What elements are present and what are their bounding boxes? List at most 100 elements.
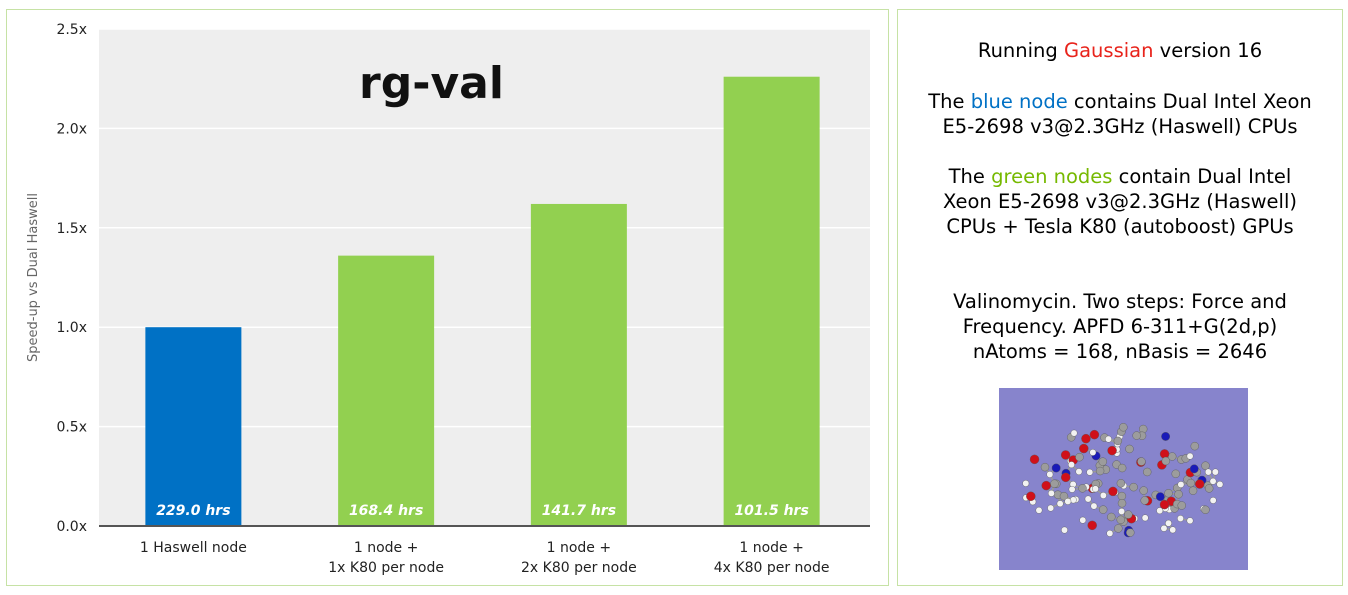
bar <box>723 76 820 526</box>
molecule-atom <box>1084 495 1092 503</box>
chart-title: rg-val <box>359 58 504 109</box>
molecule-atom <box>1107 512 1116 522</box>
molecule-atom <box>1140 496 1149 505</box>
molecule-atom <box>1169 526 1177 534</box>
molecule-atom <box>1132 431 1141 440</box>
molecule-atom <box>1070 429 1078 437</box>
molecule-atom <box>1113 436 1123 446</box>
molecule-atom <box>1161 456 1171 466</box>
blue-node-description: The blue node contains Dual Intel Xeon E… <box>898 89 1342 139</box>
molecule-atom <box>1129 482 1138 492</box>
molecule-atom <box>1190 441 1199 451</box>
molecule-atom <box>1204 468 1212 476</box>
molecule-atom <box>1046 471 1054 478</box>
molecule-atom <box>1137 457 1146 466</box>
molecule-atom <box>1211 468 1219 476</box>
molecule-atom <box>1060 450 1071 460</box>
molecule-atom <box>1098 505 1108 514</box>
molecule-atom <box>1086 468 1094 476</box>
molecule-atom <box>1189 464 1199 474</box>
x-tick-label: 4x K80 per node <box>714 560 830 576</box>
bar-chart: 0.0x 0.5x 1.0x 1.5x 2.0x 2.5x Speed-up vs Dual… <box>26 22 870 576</box>
molecule-atom <box>1098 457 1108 466</box>
workload-line-3: nAtoms = 168, nBasis = 2646 <box>972 340 1268 363</box>
molecule-atom <box>1177 515 1184 522</box>
green-nodes-cpu: Xeon E5-2698 v3@2.3GHz (Haswell) <box>943 190 1297 213</box>
molecule-atom <box>1026 491 1036 501</box>
molecule-atom <box>1092 485 1099 493</box>
bar <box>530 203 627 526</box>
molecule-atom <box>1204 484 1214 493</box>
valinomycin-molecule-image <box>999 388 1248 570</box>
bar <box>338 255 435 526</box>
x-tick-label: 1 node + <box>739 540 803 556</box>
molecule-atom <box>1216 480 1224 488</box>
green-nodes-description: The green nodes contain Dual Intel Xeon … <box>898 164 1342 239</box>
molecule-atom <box>1186 452 1194 460</box>
molecule-atom <box>1035 506 1043 514</box>
x-tick-label: 1 node + <box>547 540 611 556</box>
molecule-atom <box>1068 461 1075 469</box>
molecule-atom <box>1119 423 1128 432</box>
x-tick-label: 1x K80 per node <box>328 560 444 576</box>
software-prefix: Running <box>977 39 1064 62</box>
molecule-atom <box>1186 478 1195 488</box>
molecule-atom <box>1040 462 1050 472</box>
y-tick-label: 0.0x <box>56 519 87 535</box>
molecule-atom <box>1106 529 1114 537</box>
green-nodes-gpu: CPUs + Tesla K80 (autoboost) GPUs <box>946 215 1294 238</box>
molecule-atom <box>1160 524 1168 532</box>
molecule-atom <box>1117 463 1127 473</box>
bar-data-label: 101.5 hrs <box>734 503 808 519</box>
molecule-atom <box>1051 463 1061 473</box>
y-tick-label: 1.5x <box>56 221 87 237</box>
chart-panel: 0.0x 0.5x 1.0x 1.5x 2.0x 2.5x Speed-up vs Dual… <box>6 9 889 586</box>
molecule-atom <box>1165 519 1172 527</box>
molecule-atom <box>1164 489 1173 498</box>
molecule-atom <box>1089 449 1097 456</box>
molecule-atom <box>1061 526 1068 534</box>
molecule-atom <box>1059 492 1069 501</box>
molecule-atom <box>1047 489 1055 497</box>
molecule-atom <box>1126 528 1135 537</box>
info-panel: Running Gaussian version 16 The blue nod… <box>897 9 1343 586</box>
molecule-atom <box>1078 484 1087 493</box>
y-tick-label: 2.5x <box>56 22 87 38</box>
molecule-atom <box>1209 477 1217 485</box>
green-nodes-prefix: The <box>948 165 992 188</box>
molecule-atom <box>1116 515 1125 524</box>
molecule-atom <box>1186 517 1194 525</box>
molecule-atom <box>1194 479 1205 489</box>
molecule-atom <box>1090 502 1098 510</box>
molecule-atom <box>1075 468 1083 476</box>
molecule-atom <box>1201 461 1210 470</box>
molecule-atom <box>1108 486 1118 497</box>
molecule-atom <box>1107 445 1117 456</box>
molecule-atom <box>1022 480 1030 487</box>
bar <box>145 327 242 526</box>
blue-node-cpu: E5-2698 v3@2.3GHz (Haswell) CPUs <box>942 115 1298 138</box>
bar-data-label: 141.7 hrs <box>542 503 616 519</box>
molecule-atom <box>1188 486 1198 495</box>
workload-description: Valinomycin. Two steps: Force and Freque… <box>898 289 1342 364</box>
molecule-atom <box>1087 520 1097 531</box>
molecule-atom <box>1156 507 1164 515</box>
molecule-atom <box>1081 433 1091 444</box>
y-tick-label: 0.5x <box>56 420 87 436</box>
molecule-atom <box>1105 435 1112 443</box>
molecule-atom <box>1041 480 1051 491</box>
x-tick-label: 2x K80 per node <box>521 560 637 576</box>
blue-node-text: contains Dual Intel Xeon <box>1067 90 1312 113</box>
y-tick-label: 2.0x <box>56 121 87 137</box>
molecule-atom <box>1047 504 1055 512</box>
workload-line-2: Frequency. APFD 6-311+G(2d,p) <box>962 315 1278 338</box>
x-tick-label: 1 node + <box>354 540 418 556</box>
molecule-atom <box>1124 510 1133 519</box>
blue-node-prefix: The <box>928 90 971 113</box>
software-name: Gaussian <box>1064 39 1154 62</box>
molecule-atom <box>1117 499 1127 508</box>
molecule-atom <box>1141 514 1149 522</box>
molecule-atom <box>1139 486 1148 495</box>
molecule-atom <box>1159 499 1170 510</box>
molecule-atom <box>1089 429 1100 440</box>
